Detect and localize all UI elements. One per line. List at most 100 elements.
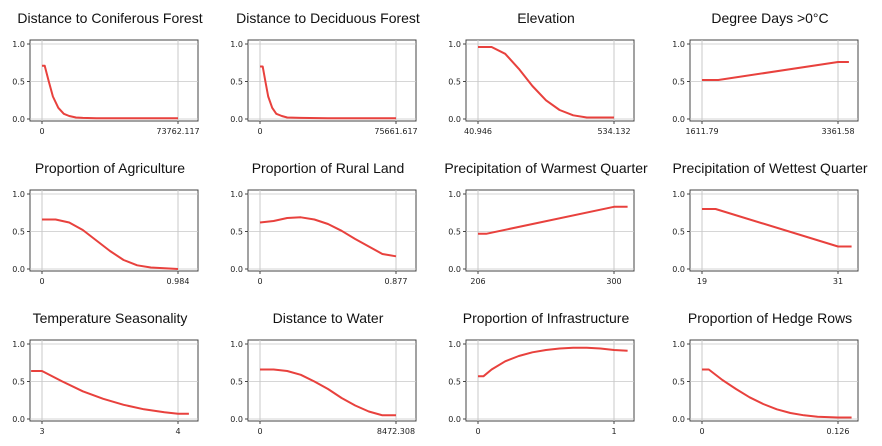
response-curve-chart: 0.0 0.5 1.0 0 0.126 [672,339,859,436]
plot-frame [247,39,417,122]
chart-panel: Precipitation of Wettest Quarter 0.0 0.5 1.… [660,150,880,296]
y-tick-label: 0.0 [448,415,461,424]
chart-panel: Elevation 0.0 0.5 1.0 40.946 534.132 [436,0,656,146]
plot-frame [465,189,635,272]
chart-title: Degree Days >0°C [711,10,829,26]
x-tick-label: 0.984 [167,277,190,286]
response-curve-line [702,208,852,248]
y-tick-label: 0.0 [230,415,243,424]
response-curve-line [31,370,189,415]
x-tick-label: 1 [611,427,616,436]
response-curve-chart: 0.0 0.5 1.0 0 8472.308 [230,339,417,436]
x-tick-label: 4 [175,427,180,436]
x-tick-label: 75661.617 [374,127,417,136]
chart-title: Precipitation of Wettest Quarter [672,160,868,176]
y-tick-label: 0.0 [448,265,461,274]
y-tick-label: 0.0 [672,115,685,124]
response-curve-chart: 0.0 0.5 1.0 19 31 [672,189,859,286]
plot-frame [29,189,199,272]
x-tick-label: 0 [39,277,44,286]
y-tick-label: 1.0 [12,340,25,349]
plot-frame [29,339,199,422]
x-tick-label: 0.126 [827,427,850,436]
y-tick-label: 0.5 [230,378,243,387]
response-curve-chart: 0.0 0.5 1.0 0 75661.617 [230,39,418,136]
y-tick-label: 1.0 [230,340,243,349]
y-tick-label: 0.5 [12,228,25,237]
response-curve-line [702,368,852,419]
chart-panel: Precipitation of Warmest Quarter 0.0 0.5 1.… [436,150,656,296]
chart-panel: Temperature Seasonality 0.0 0.5 1.0 3 4 [0,300,220,446]
chart-title: Distance to Water [272,310,384,326]
y-tick-label: 1.0 [448,340,461,349]
plot-frame [465,339,635,422]
chart-panel: Distance to Deciduous Forest 0.0 0.5 1.0 0 75… [218,0,438,146]
x-tick-label: 73762.117 [156,127,199,136]
y-tick-label: 1.0 [12,40,25,49]
chart-title: Distance to Deciduous Forest [236,10,420,26]
y-tick-label: 1.0 [448,190,461,199]
chart-title: Temperature Seasonality [32,310,188,326]
y-tick-label: 1.0 [672,190,685,199]
response-curve-line [260,368,396,417]
y-tick-label: 0.0 [448,115,461,124]
x-tick-label: 0 [39,127,44,136]
x-tick-label: 206 [470,277,485,286]
response-curve-chart: 0.0 0.5 1.0 0 0.984 [12,189,199,286]
x-tick-label: 3 [39,427,44,436]
chart-title: Proportion of Agriculture [34,160,186,176]
y-tick-label: 1.0 [230,40,243,49]
y-tick-label: 0.5 [448,228,461,237]
x-tick-label: 534.132 [597,127,630,136]
chart-panel: Proportion of Hedge Rows 0.0 0.5 1.0 0 0.126 [660,300,880,446]
x-tick-label: 0 [257,277,262,286]
chart-panel: Distance to Water 0.0 0.5 1.0 0 8472.308 [218,300,438,446]
y-tick-label: 0.0 [230,115,243,124]
plot-frame [465,39,635,122]
response-curve-chart: 0.0 0.5 1.0 3 4 [12,339,199,436]
response-curve-chart: 0.0 0.5 1.0 0 73762.117 [12,39,200,136]
x-tick-label: 31 [833,277,843,286]
y-tick-label: 1.0 [672,40,685,49]
x-tick-label: 40.946 [464,127,492,136]
y-tick-label: 0.5 [672,378,685,387]
x-tick-label: 1611.79 [685,127,718,136]
y-tick-label: 0.0 [12,115,25,124]
chart-panel: Proportion of Agriculture 0.0 0.5 1.0 0 0.984 [0,150,220,296]
chart-title: Elevation [517,10,575,26]
response-curve-line [478,346,628,378]
plot-frame [29,39,199,122]
chart-title: Precipitation of Warmest Quarter [444,160,648,176]
y-tick-label: 0.5 [230,228,243,237]
y-tick-label: 1.0 [672,340,685,349]
response-curve-chart: 0.0 0.5 1.0 0 0.877 [230,189,417,286]
x-tick-label: 0 [699,427,704,436]
y-tick-label: 1.0 [448,40,461,49]
plot-frame [689,189,859,272]
y-tick-label: 0.5 [230,78,243,87]
response-curve-line [42,64,178,120]
response-curve-line [42,218,179,270]
plot-frame [247,189,417,272]
chart-panel: Proportion of Rural Land 0.0 0.5 1.0 0 0.877 [218,150,438,296]
response-curve-chart: 0.0 0.5 1.0 40.946 534.132 [448,39,635,136]
x-tick-label: 0 [475,427,480,436]
x-tick-label: 0 [257,127,262,136]
y-tick-label: 0.0 [672,265,685,274]
x-tick-label: 19 [697,277,707,286]
y-tick-label: 0.5 [12,378,25,387]
chart-panel: Degree Days >0°C 0.0 0.5 1.0 1611.79 3361.58 [660,0,880,146]
x-tick-label: 3361.58 [821,127,854,136]
y-tick-label: 0.5 [448,378,461,387]
chart-panel: Distance to Coniferous Forest 0.0 0.5 1.0 0 7… [0,0,220,146]
response-curve-line [478,205,628,235]
x-tick-label: 0.877 [385,277,408,286]
response-curve-line [702,61,849,81]
chart-panel: Proportion of Infrastructure 0.0 0.5 1.0 0 1 [436,300,656,446]
y-tick-label: 0.0 [12,415,25,424]
y-tick-label: 1.0 [230,190,243,199]
y-tick-label: 0.5 [12,78,25,87]
y-tick-label: 0.5 [448,78,461,87]
chart-title: Proportion of Infrastructure [462,310,630,326]
